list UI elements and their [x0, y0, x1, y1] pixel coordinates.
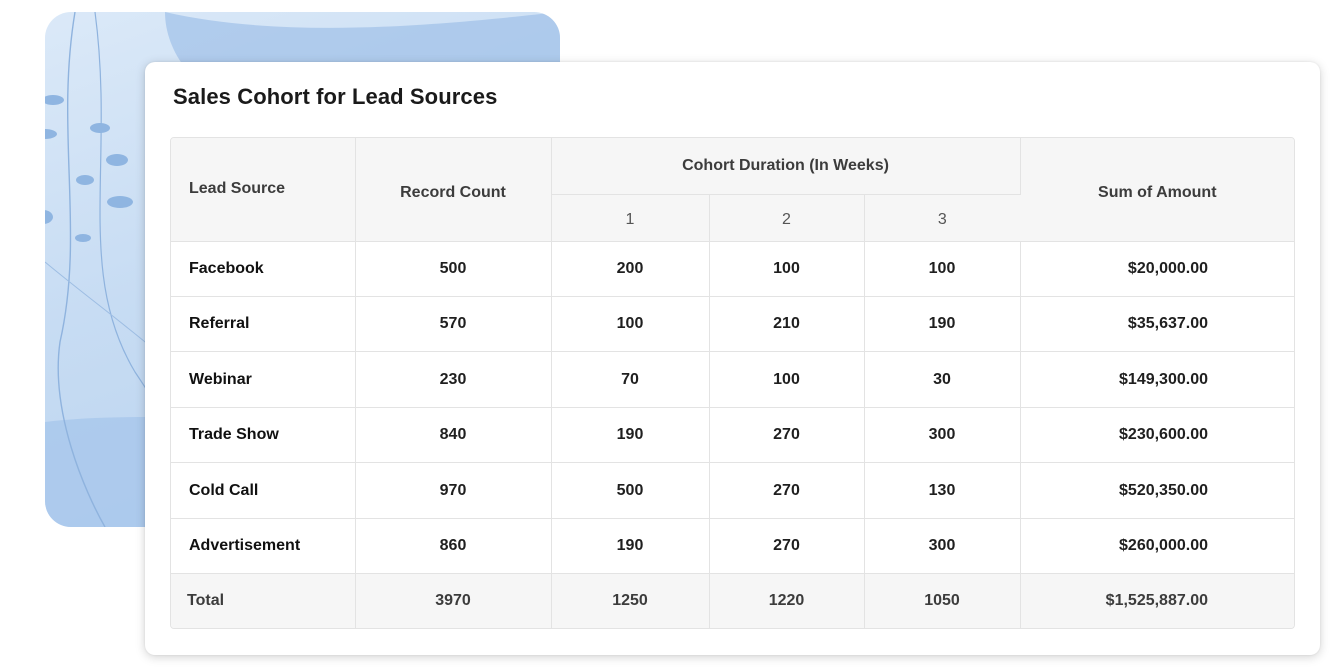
- table-row: Trade Show 840 190 270 300 $230,600.00: [171, 407, 1294, 464]
- cohort-report-card: Sales Cohort for Lead Sources Lead Sourc…: [145, 62, 1320, 655]
- week-2-cell: 270: [709, 462, 865, 519]
- table-row: Advertisement 860 190 270 300 $260,000.0…: [171, 518, 1294, 575]
- week-1-cell: 100: [551, 296, 710, 353]
- total-row: Total 3970 1250 1220 1050 $1,525,887.00: [171, 573, 1294, 628]
- week-3-cell: 130: [864, 462, 1021, 519]
- header-lead-source: Lead Source: [171, 138, 356, 242]
- amount-cell: $520,350.00: [1020, 462, 1294, 519]
- week-3-cell: 300: [864, 407, 1021, 464]
- lead-source-cell: Facebook: [171, 241, 356, 297]
- week-3-cell: 300: [864, 518, 1021, 575]
- table-row: Referral 570 100 210 190 $35,637.00: [171, 296, 1294, 353]
- record-count-cell: 970: [355, 462, 552, 519]
- week-1-cell: 190: [551, 407, 710, 464]
- record-count-cell: 860: [355, 518, 552, 575]
- week-2-cell: 210: [709, 296, 865, 353]
- lead-source-cell: Trade Show: [171, 407, 356, 464]
- total-week-2: 1220: [709, 573, 865, 628]
- amount-cell: $260,000.00: [1020, 518, 1294, 575]
- lead-source-cell: Advertisement: [171, 518, 356, 575]
- lead-source-cell: Webinar: [171, 351, 356, 408]
- week-1-cell: 70: [551, 351, 710, 408]
- lead-source-cell: Cold Call: [171, 462, 356, 519]
- week-3-cell: 190: [864, 296, 1021, 353]
- header-week-3: 3: [864, 194, 1021, 242]
- page-title: Sales Cohort for Lead Sources: [173, 84, 498, 109]
- total-week-1: 1250: [551, 573, 710, 628]
- record-count-cell: 230: [355, 351, 552, 408]
- week-1-cell: 500: [551, 462, 710, 519]
- total-week-3: 1050: [864, 573, 1021, 628]
- table-row: Facebook 500 200 100 100 $20,000.00: [171, 241, 1294, 297]
- week-2-cell: 270: [709, 407, 865, 464]
- record-count-cell: 840: [355, 407, 552, 464]
- header-week-1: 1: [551, 194, 710, 242]
- record-count-cell: 500: [355, 241, 552, 297]
- lead-source-cell: Referral: [171, 296, 356, 353]
- cohort-table: Lead Source Record Count Cohort Duration…: [171, 138, 1294, 628]
- week-2-cell: 100: [709, 241, 865, 297]
- week-1-cell: 200: [551, 241, 710, 297]
- header-cohort-duration: Cohort Duration (In Weeks): [551, 138, 1021, 195]
- total-label: Total: [171, 573, 356, 628]
- total-record-count: 3970: [355, 573, 552, 628]
- header-record-count: Record Count: [355, 138, 552, 242]
- header-sum-of-amount: Sum of Amount: [1020, 138, 1294, 242]
- header-week-2: 2: [709, 194, 865, 242]
- week-2-cell: 270: [709, 518, 865, 575]
- week-1-cell: 190: [551, 518, 710, 575]
- week-3-cell: 100: [864, 241, 1021, 297]
- week-3-cell: 30: [864, 351, 1021, 408]
- week-2-cell: 100: [709, 351, 865, 408]
- cohort-table-container: Lead Source Record Count Cohort Duration…: [170, 137, 1295, 629]
- amount-cell: $20,000.00: [1020, 241, 1294, 297]
- record-count-cell: 570: [355, 296, 552, 353]
- amount-cell: $230,600.00: [1020, 407, 1294, 464]
- amount-cell: $149,300.00: [1020, 351, 1294, 408]
- total-amount: $1,525,887.00: [1020, 573, 1294, 628]
- table-row: Cold Call 970 500 270 130 $520,350.00: [171, 462, 1294, 519]
- table-row: Webinar 230 70 100 30 $149,300.00: [171, 351, 1294, 408]
- amount-cell: $35,637.00: [1020, 296, 1294, 353]
